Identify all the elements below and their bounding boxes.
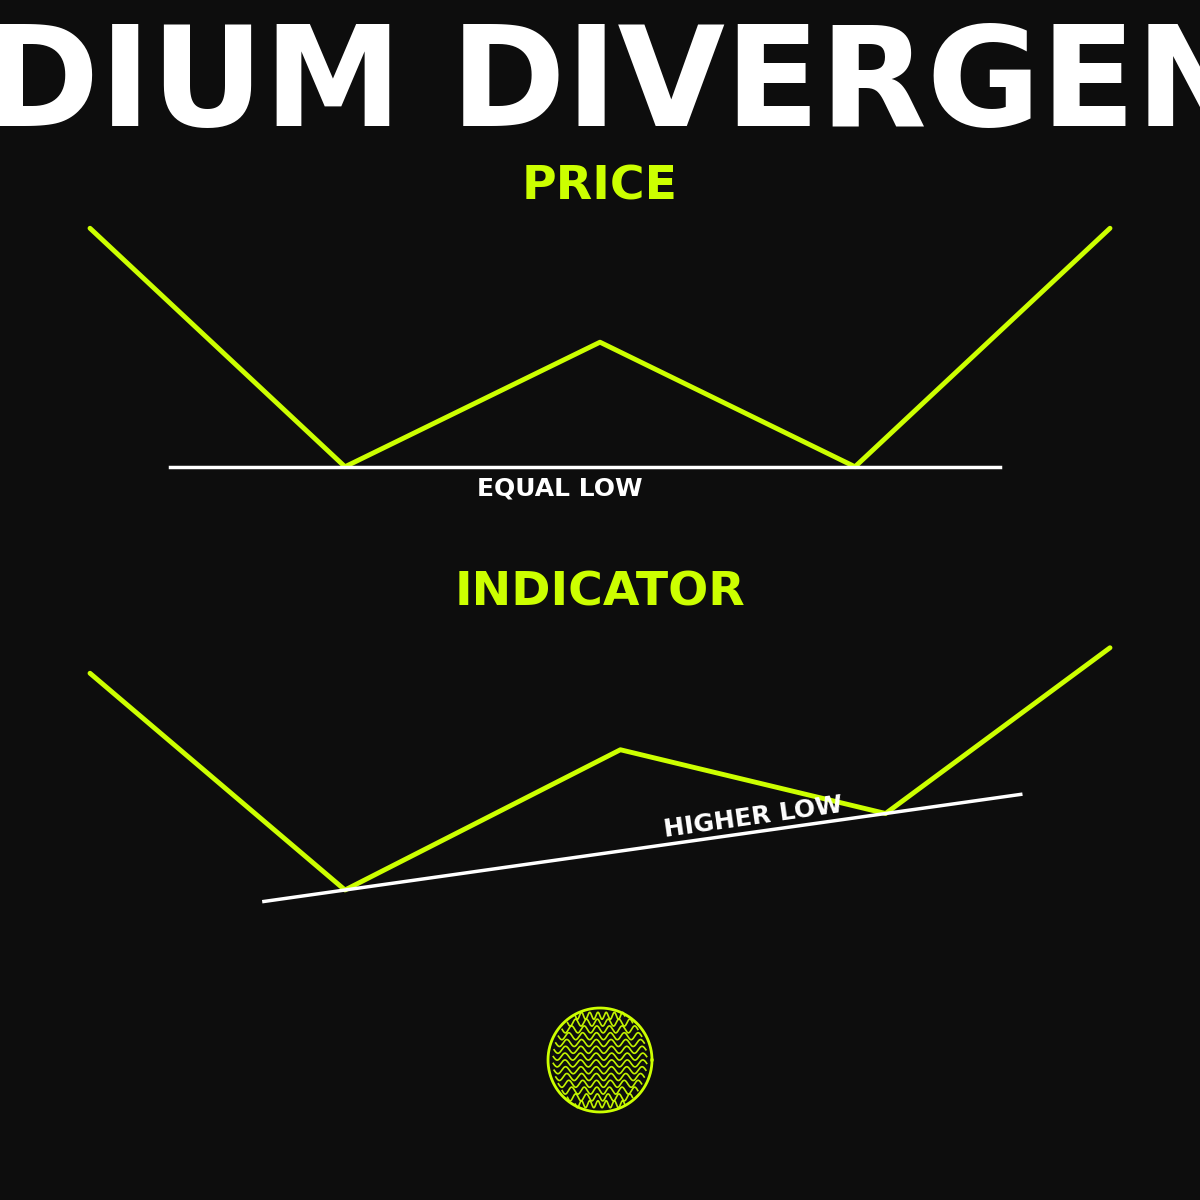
Text: MEDIUM DIVERGENCE: MEDIUM DIVERGENCE — [0, 20, 1200, 155]
Text: INDICATOR: INDICATOR — [455, 570, 745, 614]
Text: HIGHER LOW: HIGHER LOW — [662, 793, 844, 841]
Text: PRICE: PRICE — [522, 164, 678, 210]
Text: EQUAL LOW: EQUAL LOW — [478, 476, 643, 500]
